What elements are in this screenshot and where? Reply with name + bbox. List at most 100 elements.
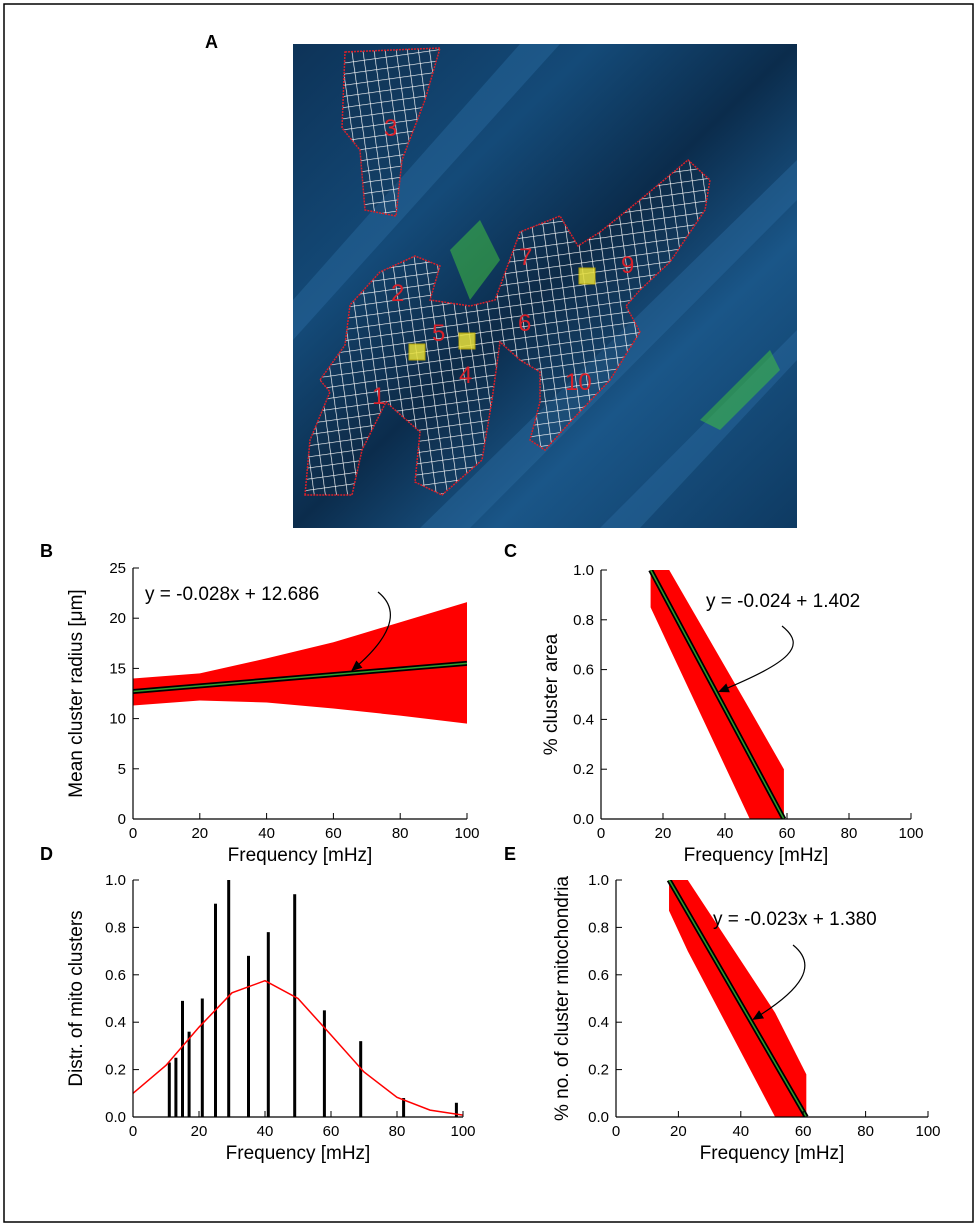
region-label: 9	[621, 252, 634, 279]
bar	[402, 1098, 406, 1117]
region-outline	[341, 47, 442, 217]
bar	[200, 998, 204, 1117]
roi	[408, 343, 426, 361]
fiber-texture	[293, 44, 797, 528]
bar	[174, 1057, 178, 1117]
y-axis-label: % no. of cluster mitochondria	[552, 876, 573, 1121]
y-tick-label: 0.4	[588, 1014, 609, 1031]
region-label: 5	[432, 320, 445, 347]
y-tick-label: 20	[109, 610, 126, 627]
x-tick-label: 80	[392, 825, 409, 842]
x-tick-label: 60	[323, 1123, 340, 1140]
roi	[458, 332, 476, 350]
y-tick-label: 15	[109, 660, 126, 677]
y-tick-label: 0.0	[588, 1109, 609, 1126]
chart-panel: B 0 20 40 60 80 100 0 5 10 15 20 25 Frequency [mHz] Me…	[40, 541, 480, 866]
x-tick-label: 0	[597, 825, 605, 842]
roi	[578, 267, 596, 285]
fit-line-center	[133, 662, 467, 693]
y-tick-label: 1.0	[573, 562, 594, 579]
panel-letter: A	[205, 32, 218, 52]
y-tick-label: 0.0	[105, 1109, 126, 1126]
x-tick-label: 80	[841, 825, 858, 842]
bar	[322, 1010, 326, 1117]
x-tick-label: 40	[732, 1123, 749, 1140]
y-tick-label: 0.4	[105, 1014, 126, 1031]
panel-letter: C	[504, 541, 517, 561]
image-panel: A 1 2 3 4 5 6 7 8 9 10	[205, 32, 797, 528]
region-label: 2	[391, 280, 404, 307]
annotation-arrow	[752, 944, 806, 1020]
x-tick-label: 60	[325, 825, 342, 842]
confidence-band	[133, 602, 467, 724]
x-tick-label: 60	[779, 825, 796, 842]
y-tick-label: 1.0	[105, 872, 126, 889]
bar	[454, 1102, 458, 1117]
x-tick-label: 80	[857, 1123, 874, 1140]
bar	[247, 955, 250, 1117]
annotation: y = -0.023x + 1.380	[713, 909, 877, 930]
y-tick-label: 0.8	[573, 612, 594, 629]
y-tick-label: 0.8	[588, 919, 609, 936]
y-tick-label: 1.0	[588, 872, 609, 889]
annotation: y = -0.024 + 1.402	[706, 591, 860, 612]
bar	[187, 1031, 191, 1117]
bar	[227, 880, 231, 1117]
y-tick-label: 0.6	[573, 662, 594, 679]
x-tick-label: 100	[915, 1123, 940, 1140]
fit-line-center	[649, 570, 785, 819]
x-tick-label: 100	[450, 1123, 475, 1140]
x-tick-label: 100	[898, 825, 923, 842]
region-label: 1	[372, 383, 385, 410]
region-label: 6	[518, 310, 531, 337]
chart-panel: E 0 20 40 60 80 100 0.0 0.2 0.4 0.6 0.8 1.0 Frequency…	[504, 844, 941, 1164]
panel-letter: D	[40, 844, 53, 864]
y-tick-label: 0.2	[105, 1062, 126, 1079]
x-tick-label: 20	[670, 1123, 687, 1140]
x-axis-label: Frequency [mHz]	[684, 845, 829, 866]
regions	[304, 47, 711, 496]
x-tick-label: 60	[795, 1123, 812, 1140]
annotation: y = -0.028x + 12.686	[145, 584, 319, 605]
x-tick-label: 0	[129, 1123, 137, 1140]
x-tick-label: 20	[191, 825, 208, 842]
y-tick-label: 0.2	[588, 1062, 609, 1079]
bar	[293, 894, 297, 1117]
fit-line-center	[668, 880, 807, 1117]
y-axis-label: Mean cluster radius [μm]	[66, 589, 87, 797]
plot-area	[133, 602, 467, 724]
region-outline	[304, 159, 711, 496]
y-tick-label: 0.6	[588, 967, 609, 984]
y-axis-label: Distr. of mito clusters	[66, 910, 87, 1086]
fit-curve	[133, 979, 463, 1116]
x-tick-label: 0	[129, 825, 137, 842]
bar	[181, 1000, 184, 1117]
x-tick-label: 40	[257, 1123, 274, 1140]
chart-panel: C 0 20 40 60 80 100 0.0 0.2 0.4 0.6 0.8 1.0 Frequency…	[504, 541, 924, 866]
y-tick-label: 5	[118, 761, 126, 778]
x-tick-label: 20	[655, 825, 672, 842]
x-tick-label: 20	[191, 1123, 208, 1140]
x-axis-label: Frequency [mHz]	[228, 845, 373, 866]
bar	[167, 1062, 171, 1117]
region-label: 10	[565, 369, 592, 396]
panel-letter: B	[40, 541, 53, 561]
y-tick-label: 0.4	[573, 711, 594, 728]
plot-area	[133, 880, 463, 1117]
x-tick-label: 80	[389, 1123, 406, 1140]
roi-squares	[408, 267, 596, 361]
x-tick-label: 0	[612, 1123, 620, 1140]
y-tick-label: 0	[118, 811, 126, 828]
plot-area	[648, 570, 787, 819]
region-label: 3	[384, 115, 397, 142]
annotation-arrow	[718, 625, 794, 693]
panel-letter: E	[504, 844, 516, 864]
x-axis-label: Frequency [mHz]	[226, 1143, 371, 1164]
y-tick-label: 0.6	[105, 967, 126, 984]
y-axis-label: % cluster area	[541, 633, 562, 755]
bar	[359, 1041, 363, 1117]
y-tick-label: 0.2	[573, 761, 594, 778]
x-axis-label: Frequency [mHz]	[700, 1143, 845, 1164]
chart-panel: D 0 20 40 60 80 100 0.0 0.2 0.4 0.6 0.8 1.0 Frequency…	[40, 844, 476, 1164]
bar	[266, 932, 270, 1117]
